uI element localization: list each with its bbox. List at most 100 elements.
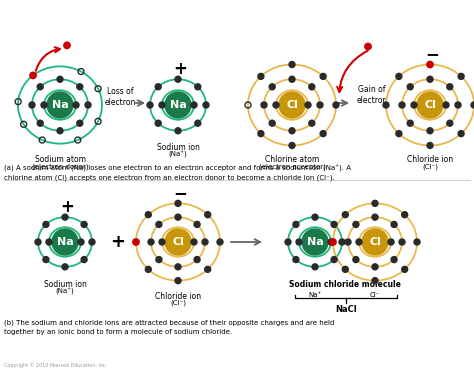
Circle shape	[269, 120, 275, 126]
Circle shape	[202, 239, 208, 245]
Text: Copyright © 2010 Pearson Education, Inc.: Copyright © 2010 Pearson Education, Inc.	[4, 362, 107, 368]
Circle shape	[401, 212, 408, 218]
Circle shape	[427, 142, 433, 148]
Text: (b) The sodium and chloride ions are attracted because of their opposite charges: (b) The sodium and chloride ions are att…	[4, 320, 334, 335]
Circle shape	[447, 84, 453, 90]
Circle shape	[147, 102, 153, 108]
Circle shape	[339, 239, 345, 245]
Circle shape	[73, 102, 79, 108]
Circle shape	[52, 229, 78, 255]
Circle shape	[309, 84, 315, 90]
Circle shape	[269, 84, 275, 90]
Text: NaCl: NaCl	[335, 305, 357, 314]
Circle shape	[217, 239, 223, 245]
Circle shape	[175, 201, 181, 206]
Text: Cl: Cl	[424, 100, 436, 110]
Circle shape	[372, 264, 378, 270]
Circle shape	[37, 120, 43, 126]
Circle shape	[458, 73, 464, 80]
Circle shape	[195, 84, 201, 90]
Text: Chloride ion: Chloride ion	[407, 155, 453, 164]
Circle shape	[353, 221, 359, 228]
Circle shape	[156, 221, 162, 228]
Circle shape	[458, 131, 464, 137]
Text: +: +	[173, 60, 187, 78]
Circle shape	[261, 102, 267, 108]
Circle shape	[296, 239, 302, 245]
Circle shape	[328, 239, 334, 245]
Circle shape	[258, 131, 264, 137]
Circle shape	[78, 239, 84, 245]
Text: Sodium ion: Sodium ion	[44, 280, 86, 289]
Circle shape	[146, 266, 151, 272]
Circle shape	[47, 92, 73, 118]
Circle shape	[330, 239, 336, 245]
Text: Cl⁻: Cl⁻	[370, 292, 380, 298]
Circle shape	[320, 73, 326, 80]
Text: Gain of
electron: Gain of electron	[356, 85, 388, 105]
Circle shape	[62, 214, 68, 220]
Circle shape	[43, 256, 49, 263]
Circle shape	[293, 221, 299, 228]
Text: (Cl⁻): (Cl⁻)	[422, 163, 438, 169]
Circle shape	[417, 92, 443, 118]
Circle shape	[320, 131, 326, 137]
Circle shape	[285, 239, 291, 245]
Circle shape	[407, 120, 413, 126]
Text: Na: Na	[52, 100, 68, 110]
Circle shape	[155, 120, 161, 126]
Circle shape	[312, 214, 318, 220]
Circle shape	[191, 239, 197, 245]
Text: Loss of
electron: Loss of electron	[104, 87, 136, 107]
Circle shape	[205, 212, 211, 218]
Circle shape	[175, 264, 181, 270]
Circle shape	[312, 264, 318, 270]
Circle shape	[317, 102, 323, 108]
Text: Cl: Cl	[286, 100, 298, 110]
Text: Na: Na	[170, 100, 186, 110]
Circle shape	[455, 102, 461, 108]
Circle shape	[391, 256, 397, 263]
Text: +: +	[60, 198, 74, 216]
Circle shape	[305, 102, 311, 108]
Circle shape	[411, 102, 417, 108]
Circle shape	[77, 120, 83, 126]
Circle shape	[342, 212, 348, 218]
Text: Chlorine atom: Chlorine atom	[265, 155, 319, 164]
Circle shape	[175, 278, 181, 284]
Circle shape	[156, 256, 162, 263]
Circle shape	[194, 256, 200, 263]
Circle shape	[391, 221, 397, 228]
Text: Na: Na	[307, 237, 323, 247]
Text: (a) A sodium atom (Na) loses one electron to an electron acceptor and forms a so: (a) A sodium atom (Na) loses one electro…	[4, 165, 351, 181]
Text: Sodium atom: Sodium atom	[35, 155, 85, 164]
Circle shape	[443, 102, 449, 108]
Circle shape	[89, 239, 95, 245]
Circle shape	[175, 214, 181, 220]
Text: (electron acceptor): (electron acceptor)	[258, 163, 326, 169]
Text: (Na⁺): (Na⁺)	[55, 288, 74, 295]
Circle shape	[414, 239, 420, 245]
Circle shape	[331, 256, 337, 263]
Circle shape	[289, 61, 295, 67]
Circle shape	[302, 229, 328, 255]
Circle shape	[85, 102, 91, 108]
Circle shape	[396, 131, 402, 137]
Circle shape	[29, 102, 35, 108]
Text: Chloride ion: Chloride ion	[155, 292, 201, 301]
Circle shape	[41, 102, 47, 108]
Circle shape	[345, 239, 351, 245]
Circle shape	[333, 102, 339, 108]
Circle shape	[427, 61, 433, 68]
Circle shape	[399, 239, 405, 245]
Circle shape	[203, 102, 209, 108]
Circle shape	[471, 102, 474, 108]
Circle shape	[289, 128, 295, 134]
Circle shape	[195, 120, 201, 126]
Circle shape	[205, 266, 211, 272]
Circle shape	[399, 102, 405, 108]
Circle shape	[447, 120, 453, 126]
Circle shape	[148, 239, 154, 245]
Circle shape	[289, 76, 295, 82]
Text: Cl: Cl	[172, 237, 184, 247]
